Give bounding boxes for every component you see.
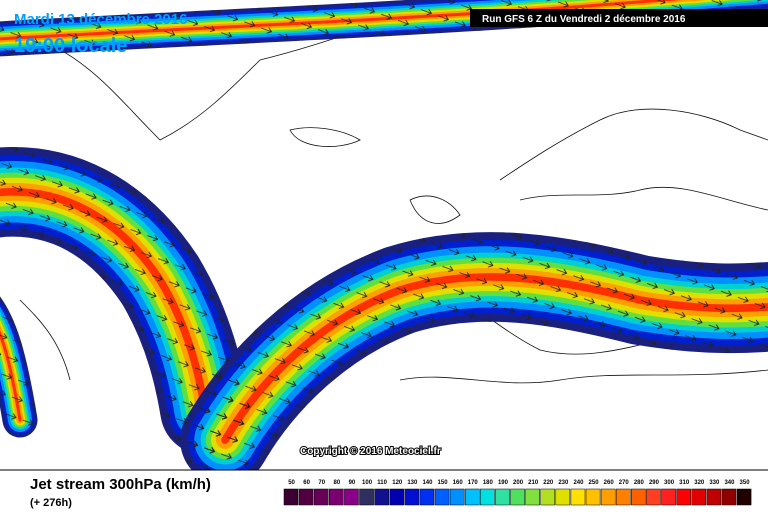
legend-swatch — [344, 488, 359, 506]
legend-swatch — [676, 488, 691, 506]
legend-label: 240 — [573, 480, 584, 486]
wind-arrows — [0, 296, 38, 438]
legend-swatch — [389, 488, 405, 506]
legend-swatch — [419, 488, 435, 506]
date: Mardi 13 décembre 2016 — [14, 11, 187, 28]
legend-label: 170 — [468, 480, 479, 486]
legend-swatch — [495, 488, 510, 506]
legend-swatch — [449, 488, 465, 506]
legend-label: 130 — [407, 480, 418, 486]
legend-label: 220 — [543, 480, 554, 486]
legend-swatch — [510, 488, 525, 506]
legend-label: 50 — [288, 480, 295, 486]
legend-label: 160 — [453, 480, 464, 486]
legend-label: 300 — [664, 480, 675, 486]
legend-label: 60 — [303, 480, 310, 486]
legend-label: 210 — [528, 480, 539, 486]
copyright: Copyright © 2016 Meteociel.fr — [300, 446, 441, 457]
legend-label: 290 — [649, 480, 660, 486]
legend-swatch — [631, 488, 646, 506]
footer-title: Jet stream 300hPa (km/h) — [30, 476, 211, 493]
legend-label: 80 — [334, 480, 341, 486]
legend-label: 100 — [362, 480, 373, 486]
run-box — [470, 9, 768, 27]
legend-label: 200 — [513, 480, 524, 486]
legend-swatch — [464, 488, 480, 506]
legend-swatch — [434, 488, 450, 506]
legend-swatch — [313, 488, 329, 506]
legend-swatch — [374, 488, 389, 506]
legend-label: 310 — [679, 480, 690, 486]
wind-arrows — [180, 232, 768, 485]
legend-swatch — [736, 488, 752, 506]
legend-label: 230 — [558, 480, 569, 486]
footer-lead: (+ 276h) — [30, 497, 72, 509]
legend-swatch — [540, 488, 556, 506]
legend-swatch — [585, 488, 601, 506]
legend-swatch — [555, 488, 571, 506]
legend-label: 280 — [634, 480, 645, 486]
legend-swatch — [359, 488, 374, 506]
legend-swatch — [404, 488, 420, 506]
legend-swatch — [646, 488, 661, 506]
legend-label: 320 — [694, 480, 705, 486]
legend-label: 350 — [740, 480, 751, 486]
legend-label: 70 — [318, 480, 325, 486]
legend-label: 270 — [619, 480, 630, 486]
legend-swatch — [329, 488, 344, 506]
time: 19:00 locale — [14, 35, 127, 57]
legend-label: 150 — [438, 480, 449, 486]
coastlines — [19, 29, 768, 384]
legend-swatch — [283, 488, 299, 506]
run: Run GFS 6 Z du Vendredi 2 décembre 2016 — [482, 14, 686, 25]
legend-swatch — [525, 488, 540, 506]
legend-label: 340 — [724, 480, 735, 486]
legend-label: 140 — [422, 480, 433, 486]
legend-swatch — [661, 488, 676, 506]
legend-swatch — [615, 488, 631, 506]
legend-label: 90 — [349, 480, 356, 486]
legend-label: 260 — [604, 480, 615, 486]
legend-swatch — [600, 488, 616, 506]
legend-swatch — [298, 488, 314, 506]
legend-label: 180 — [483, 480, 494, 486]
legend-label: 110 — [377, 480, 387, 486]
legend-swatch — [570, 488, 586, 506]
legend-label: 250 — [589, 480, 600, 486]
legend-label: 330 — [709, 480, 720, 486]
legend: 50 60 70 80 90 100 110 120 130 140 150 160 170 180 190… — [283, 480, 752, 506]
legend-swatch — [721, 488, 737, 506]
legend-swatch — [691, 488, 707, 506]
legend-swatch — [706, 488, 722, 506]
wind-arrows — [0, 147, 250, 455]
legend-swatch — [480, 488, 495, 506]
legend-label: 120 — [392, 480, 403, 486]
legend-label: 190 — [498, 480, 509, 486]
